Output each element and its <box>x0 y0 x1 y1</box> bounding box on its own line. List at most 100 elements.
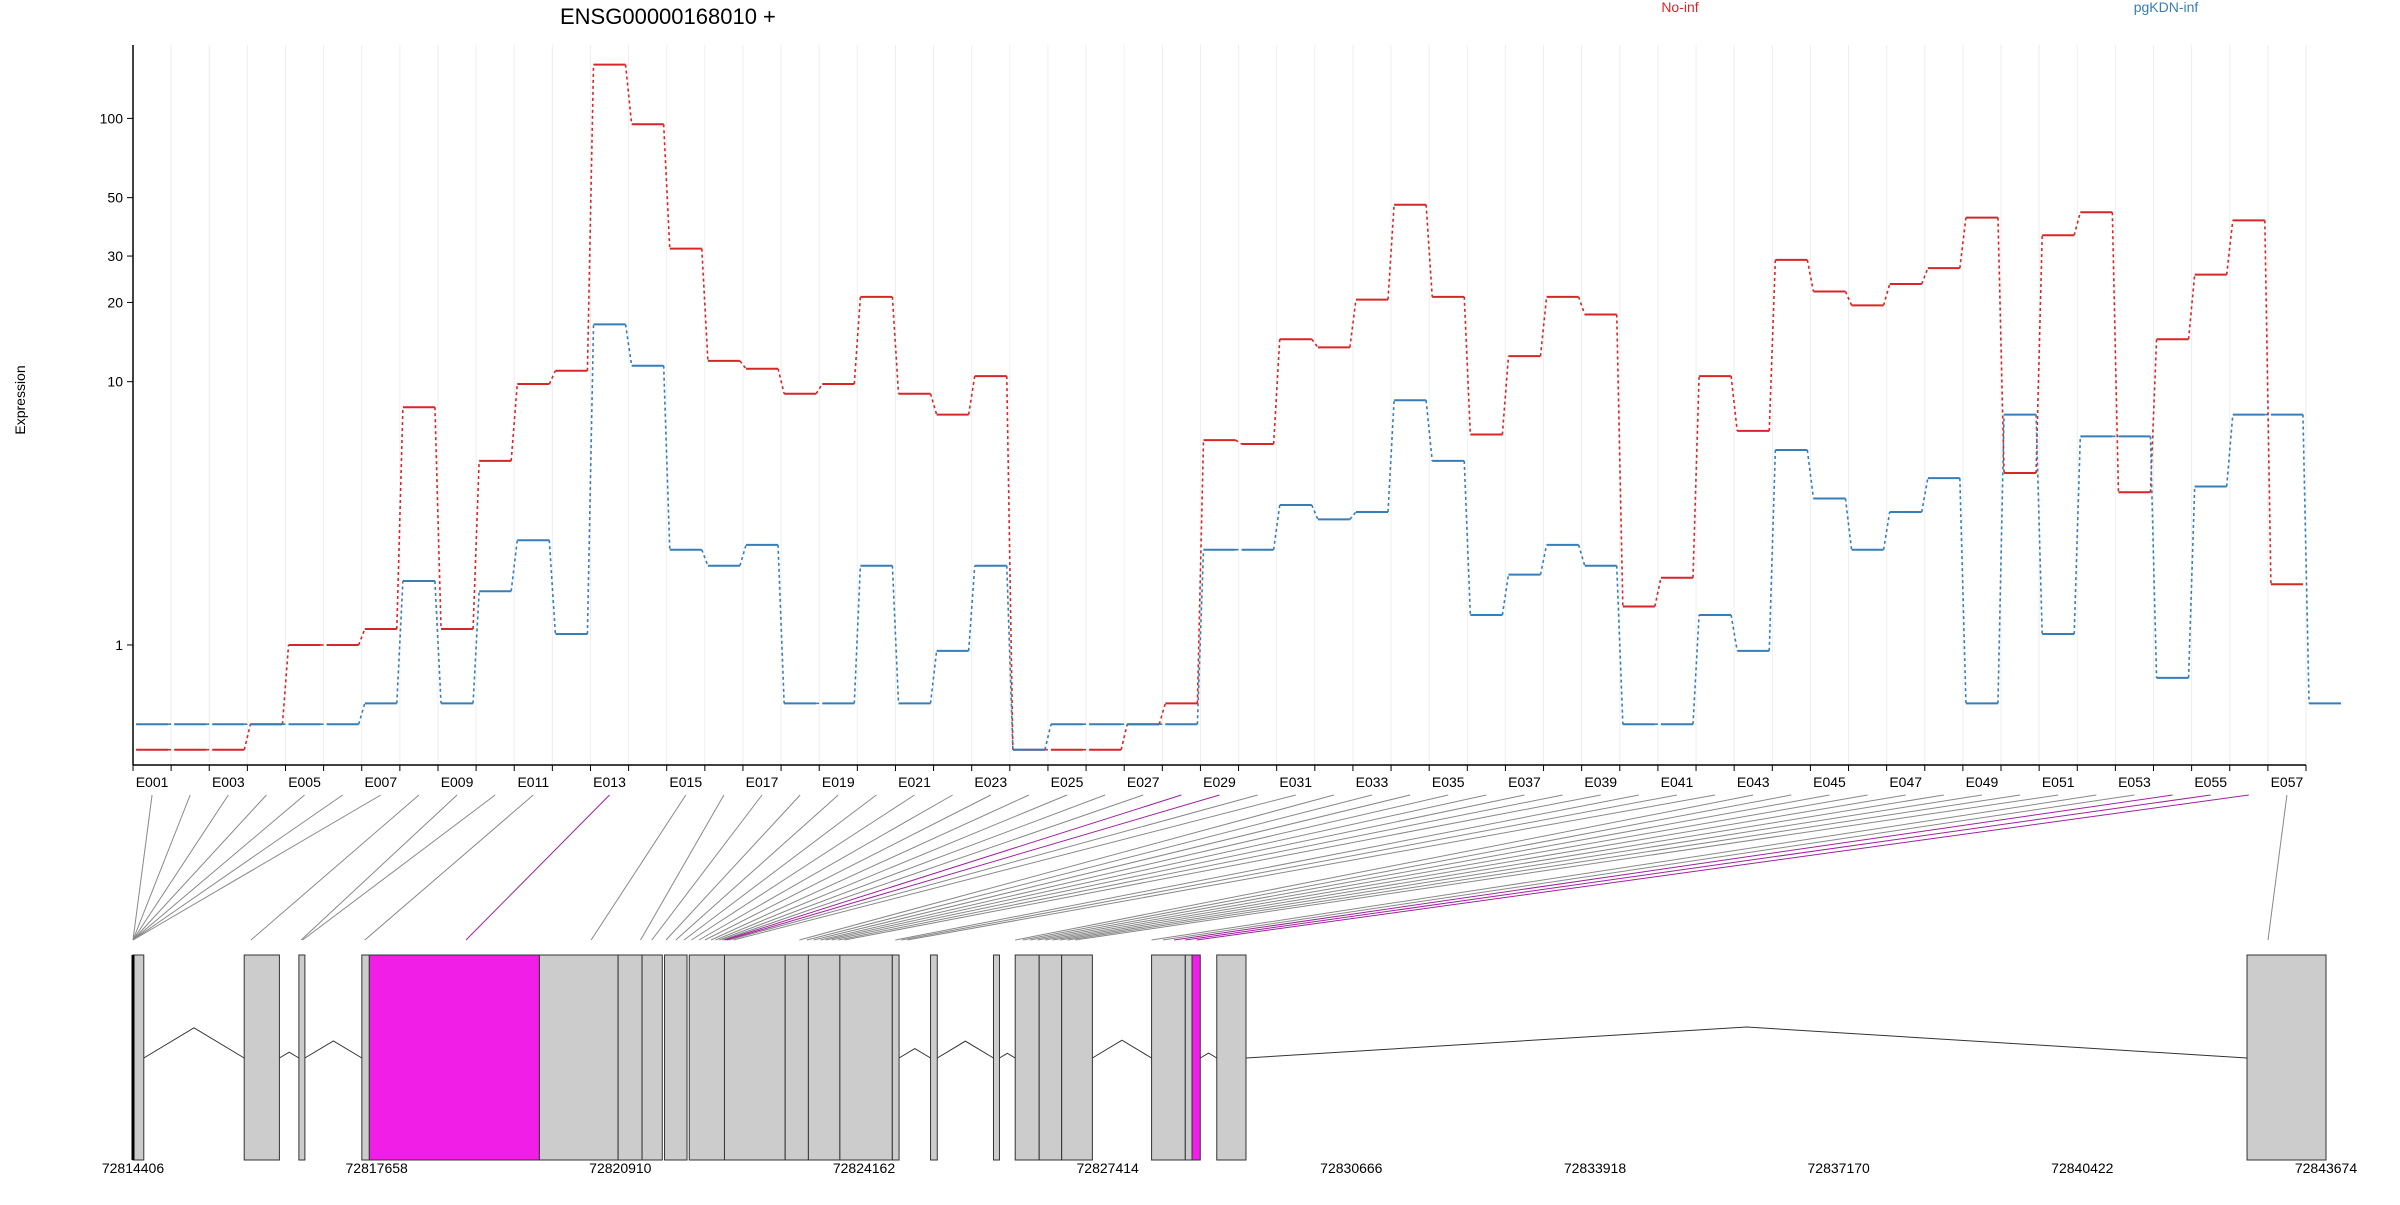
genomic-tick-2: 72820910 <box>589 1160 652 1176</box>
series-0-step-8 <box>472 460 480 630</box>
exon-connector-40 <box>1015 794 1754 941</box>
series-1-step-41 <box>1730 614 1738 651</box>
series-1-step-33 <box>1425 400 1434 462</box>
exon-block-10 <box>723 954 786 1161</box>
exon-block-11 <box>784 954 809 1161</box>
series-1-step-45 <box>1882 511 1891 550</box>
series-1-step-6 <box>396 580 404 704</box>
exon-connector-38 <box>901 794 1678 941</box>
series-1-step-35 <box>1501 574 1510 616</box>
series-1-step-31 <box>1349 511 1357 520</box>
series-0-step-53 <box>2187 274 2196 340</box>
series-0-step-14 <box>700 248 709 361</box>
exon-block-21 <box>1184 954 1193 1161</box>
x-tick-label-E005: E005 <box>288 774 321 790</box>
series-0 <box>136 63 2303 751</box>
exon-connector-41 <box>1022 794 1792 941</box>
x-tick-label-E025: E025 <box>1051 774 1084 790</box>
series-layer <box>136 63 2342 751</box>
exon-connector-4 <box>132 794 305 941</box>
exon-block-9 <box>688 954 725 1161</box>
series-1-step-54 <box>2225 414 2234 487</box>
exon-connector-22 <box>715 794 1068 941</box>
series-0-step-42 <box>1768 259 1777 431</box>
x-tick-label-E027: E027 <box>1127 774 1160 790</box>
exon-block-20 <box>1151 954 1186 1161</box>
series-0-step-27 <box>1196 440 1205 704</box>
genomic-tick-9: 72843674 <box>2295 1160 2358 1176</box>
series-0-step-5 <box>357 628 366 646</box>
genomic-tick-0: 72814406 <box>102 1160 165 1176</box>
exon-connector-13 <box>640 794 725 941</box>
exon-connector-15 <box>665 794 801 941</box>
series-0-step-28 <box>1235 439 1243 445</box>
exon-connector-23 <box>719 794 1106 941</box>
exon-connector-20 <box>704 794 991 941</box>
series-0-step-50 <box>2073 212 2082 236</box>
x-tick-label-E023: E023 <box>974 774 1007 790</box>
series-1-step-38 <box>1615 565 1624 725</box>
exon-connector-31 <box>813 794 1411 941</box>
x-tick-label-E007: E007 <box>364 774 397 790</box>
series-1-step-14 <box>701 549 709 566</box>
y-tick-label-1: 10 <box>107 374 123 390</box>
x-tick-label-E033: E033 <box>1356 774 1389 790</box>
series-1-step-32 <box>1387 400 1395 513</box>
exon-block-6 <box>617 954 643 1161</box>
x-tick-label-E031: E031 <box>1279 774 1312 790</box>
intron-1 <box>279 1051 300 1059</box>
exon-connector-30 <box>806 794 1373 941</box>
x-tick-label-E029: E029 <box>1203 774 1236 790</box>
series-0-step-55 <box>2264 220 2272 585</box>
exon-connector-1 <box>132 794 191 941</box>
exon-connector-36 <box>844 794 1601 941</box>
exon-block-1 <box>243 954 280 1161</box>
series-1-step-7 <box>434 580 442 704</box>
exon-connector-6 <box>132 794 382 941</box>
series-0-step-19 <box>891 296 900 394</box>
series-1-step-29 <box>1272 504 1281 550</box>
x-tick-label-E013: E013 <box>593 774 626 790</box>
x-tick-label-E003: E003 <box>212 774 245 790</box>
series-0-step-18 <box>853 296 862 385</box>
x-tick-label-E055: E055 <box>2194 774 2227 790</box>
exon-connector-43 <box>1037 794 1868 941</box>
exon-block-3 <box>361 954 370 1161</box>
exon-connector-29 <box>799 794 1334 941</box>
series-1-step-43 <box>1806 449 1815 499</box>
series-0-step-21 <box>967 375 976 415</box>
series-0-step-43 <box>1806 259 1815 292</box>
exon-connector-48 <box>1075 794 2059 941</box>
intron-23 <box>1245 1026 2248 1059</box>
exon-connector-9 <box>302 794 496 941</box>
series-1-step-21 <box>967 565 976 651</box>
exon-connector-27 <box>728 794 1258 941</box>
series-1-step-40 <box>1692 614 1700 725</box>
exon-block-16 <box>992 954 1000 1161</box>
x-tick-label-E049: E049 <box>1966 774 1999 790</box>
genomic-tick-1: 72817658 <box>346 1160 409 1176</box>
series-0-step-7 <box>434 407 442 630</box>
series-0-step-45 <box>1882 283 1891 306</box>
series-1-step-9 <box>510 540 519 592</box>
exon-connector-21 <box>710 794 1030 941</box>
exon-block-17 <box>1014 954 1040 1161</box>
series-0-step-38 <box>1615 314 1624 607</box>
exon-connector-37 <box>895 794 1639 941</box>
series-1-step-48 <box>1997 414 2005 704</box>
genomic-tick-8: 72840422 <box>2051 1160 2114 1176</box>
x-tick-label-E015: E015 <box>669 774 702 790</box>
exon-connector-14 <box>651 794 763 941</box>
intron-15 <box>937 1040 994 1059</box>
x-tick-label-E039: E039 <box>1584 774 1617 790</box>
exon-connector-47 <box>1067 794 2021 941</box>
exon-block-4 <box>368 954 540 1161</box>
y-tick-label-0: 1 <box>115 637 123 653</box>
exon-connector-19 <box>698 794 953 941</box>
series-0-step-25 <box>1120 724 1129 750</box>
exon-connector-28 <box>733 794 1296 941</box>
y-tick-label-3: 30 <box>107 248 123 264</box>
exon-connector-32 <box>820 794 1449 941</box>
exon-connector-12 <box>590 794 687 941</box>
exon-block-0 <box>132 954 145 1161</box>
